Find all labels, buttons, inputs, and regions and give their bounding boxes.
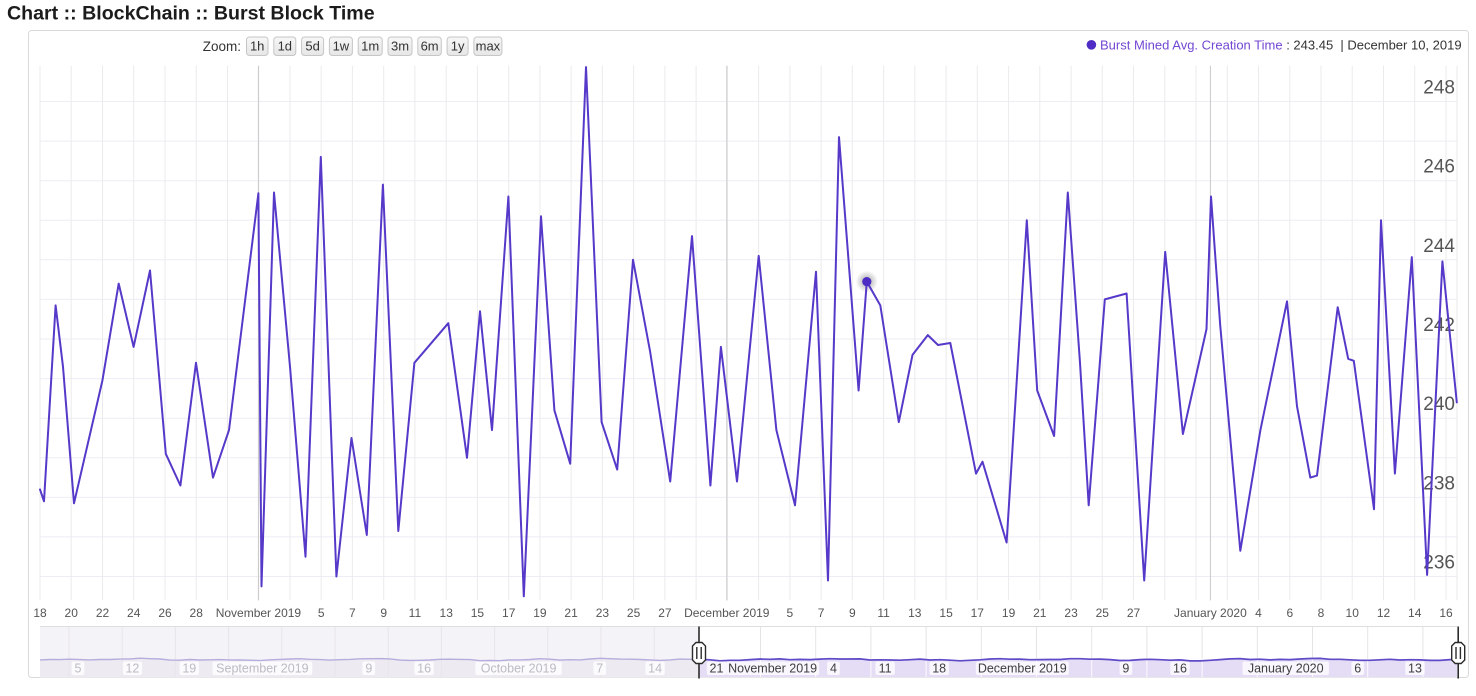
- svg-text:22: 22: [96, 606, 110, 620]
- svg-text:7: 7: [349, 606, 356, 620]
- svg-text:24: 24: [127, 606, 141, 620]
- svg-text:November 2019: November 2019: [728, 662, 817, 676]
- svg-text:13: 13: [1408, 662, 1422, 676]
- svg-text:4: 4: [830, 662, 837, 676]
- svg-text:December 2019: December 2019: [684, 606, 770, 620]
- svg-text:9: 9: [1122, 662, 1129, 676]
- svg-text:7: 7: [818, 606, 825, 620]
- svg-text:19: 19: [1002, 606, 1016, 620]
- svg-text:Chart :: BlockChain :: Burst B: Chart :: BlockChain :: Burst Block Time: [7, 3, 375, 25]
- svg-text:246: 246: [1423, 157, 1455, 178]
- svg-text:9: 9: [849, 606, 856, 620]
- svg-text:15: 15: [939, 606, 953, 620]
- svg-text:1h: 1h: [250, 39, 264, 54]
- svg-text:240: 240: [1423, 394, 1455, 415]
- svg-text:max: max: [476, 39, 501, 54]
- svg-text:November 2019: November 2019: [216, 606, 302, 620]
- svg-text:5d: 5d: [305, 39, 319, 54]
- svg-text:12: 12: [125, 662, 139, 676]
- svg-text:December 2019: December 2019: [978, 662, 1067, 676]
- svg-text:11: 11: [877, 606, 890, 620]
- svg-text:238: 238: [1423, 473, 1455, 494]
- svg-text:15: 15: [471, 606, 485, 620]
- svg-text:21: 21: [1033, 606, 1047, 620]
- svg-text:23: 23: [596, 606, 610, 620]
- svg-text:17: 17: [502, 606, 516, 620]
- svg-text:23: 23: [1064, 606, 1078, 620]
- svg-text:5: 5: [318, 606, 325, 620]
- svg-text:6: 6: [1286, 606, 1293, 620]
- svg-text:9: 9: [380, 606, 387, 620]
- svg-text:12: 12: [1377, 606, 1391, 620]
- svg-text:16: 16: [1173, 662, 1187, 676]
- svg-text:10: 10: [1346, 606, 1360, 620]
- svg-text:14: 14: [648, 662, 662, 676]
- svg-text:7: 7: [596, 662, 603, 676]
- svg-text:1m: 1m: [361, 39, 379, 54]
- svg-text:18: 18: [33, 606, 47, 620]
- svg-text:27: 27: [658, 606, 672, 620]
- svg-text:21: 21: [710, 662, 724, 676]
- svg-text:5: 5: [787, 606, 794, 620]
- svg-text:5: 5: [75, 662, 82, 676]
- svg-text:236: 236: [1423, 553, 1455, 574]
- svg-text:18: 18: [932, 662, 946, 676]
- svg-text:3m: 3m: [391, 39, 409, 54]
- svg-text:14: 14: [1408, 606, 1422, 620]
- svg-text:16: 16: [417, 662, 431, 676]
- svg-text:9: 9: [365, 662, 372, 676]
- svg-text:Zoom:: Zoom:: [203, 39, 241, 54]
- svg-text:21: 21: [564, 606, 578, 620]
- svg-text:27: 27: [1127, 606, 1141, 620]
- svg-text:19: 19: [533, 606, 547, 620]
- svg-text:248: 248: [1423, 78, 1455, 99]
- svg-text:1y: 1y: [451, 39, 465, 54]
- svg-text:26: 26: [158, 606, 172, 620]
- svg-text:17: 17: [971, 606, 985, 620]
- svg-text:16: 16: [1439, 606, 1453, 620]
- svg-text:6: 6: [1354, 662, 1361, 676]
- svg-text:January 2020: January 2020: [1174, 606, 1247, 620]
- svg-text:1d: 1d: [278, 39, 292, 54]
- svg-text:September 2019: September 2019: [216, 662, 308, 676]
- svg-text:19: 19: [182, 662, 196, 676]
- svg-text:11: 11: [409, 606, 422, 620]
- svg-text:11: 11: [879, 662, 892, 676]
- svg-text:244: 244: [1423, 236, 1455, 257]
- svg-text:October 2019: October 2019: [481, 662, 557, 676]
- svg-text:13: 13: [440, 606, 454, 620]
- svg-text:Burst Mined Avg. Creation Time: Burst Mined Avg. Creation Time : 243.45 …: [1100, 38, 1462, 53]
- svg-text:13: 13: [908, 606, 922, 620]
- svg-text:25: 25: [1096, 606, 1110, 620]
- svg-text:20: 20: [65, 606, 79, 620]
- svg-text:January 2020: January 2020: [1248, 662, 1324, 676]
- svg-text:6m: 6m: [421, 39, 439, 54]
- svg-text:4: 4: [1255, 606, 1262, 620]
- svg-text:1w: 1w: [333, 39, 350, 54]
- svg-text:28: 28: [190, 606, 204, 620]
- svg-text:8: 8: [1318, 606, 1325, 620]
- svg-text:25: 25: [627, 606, 641, 620]
